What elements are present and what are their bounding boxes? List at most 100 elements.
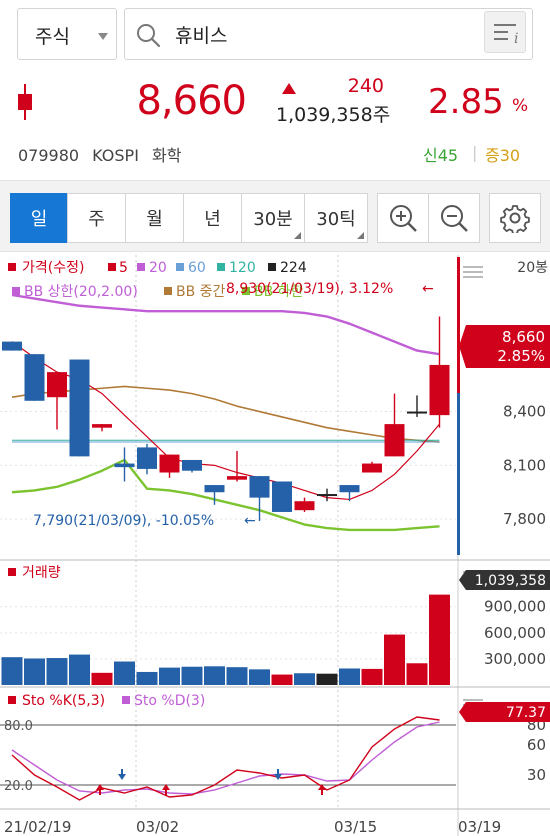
legend-bb-upper: BB 상한(20,2.00) [24,284,138,300]
legend-swatch-sto-d [122,696,130,704]
sto-guide-label: 20.0 [4,779,33,794]
volume-tag [459,570,550,590]
volume-bar [271,674,293,685]
legend-ma224: 224 [280,260,307,276]
tab-period-year[interactable]: 년 [183,193,242,243]
gear-icon [500,205,530,233]
current-price: 8,660 [136,78,247,124]
trade-volume: 1,039,358주 [276,104,391,126]
sto-axis-tick: 60 [527,736,546,754]
legend-swatch-sto-k [8,696,16,704]
volume-axis-tick: 900,000 [484,598,546,616]
zoom-in-button[interactable] [377,193,429,243]
stock-type-dropdown[interactable]: 주식 [17,8,117,60]
tab-label: 일 [30,209,48,230]
volume-bar [204,666,225,685]
price-axis-tick: 7,800 [503,510,546,528]
arrow-left-icon: ← [422,281,434,297]
volume-bar [406,663,428,685]
candle-body [92,424,112,428]
settings-button[interactable] [489,193,541,243]
volume-bar [339,668,360,685]
volume-bar [361,668,383,685]
candle-body [294,501,315,511]
legend-swatch-volume [8,568,16,576]
price-tag-value: 8,660 [502,328,545,346]
x-axis-tick: 03/15 [334,818,377,836]
volume-bar [136,671,158,685]
list-info-icon: i [494,24,518,47]
bb-upper-line [11,293,440,356]
credit-ratio: 신45 [423,146,459,165]
x-axis-tick: 03/19 [458,818,501,836]
menu-button[interactable]: i [484,11,526,53]
volume-bar [1,657,23,685]
tab-period-month[interactable]: 월 [125,193,184,243]
margin-ratio: 증30 [485,146,521,165]
volume-bar [24,658,45,685]
legend-swatch-ma20 [137,263,145,271]
tab-period-week[interactable]: 주 [67,193,126,243]
legend-swatch-bb-mid [164,287,172,295]
legend-swatch-bb-lower [242,287,250,295]
range-bar-up [457,257,460,393]
candle-body [182,459,202,471]
tab-label: 월 [146,209,163,230]
candle-body [362,463,382,473]
candle-body [47,372,67,398]
buy-signal-icon [318,784,326,790]
sto-tag-value: 77.37 [506,705,546,721]
zoom-in-icon [390,205,417,232]
candle-body [249,476,270,498]
legend-swatch-ma224 [268,263,276,271]
rate-tag-value: 2.85% [497,347,545,365]
candlestick-series [2,316,450,521]
buy-signal-icon [96,784,104,790]
legend-bb-mid: BB 중간 [176,284,226,300]
volume-bar [91,672,113,685]
candle-body [384,424,405,457]
corner-triangle-icon [294,232,301,239]
search-input[interactable]: 휴비스 [124,8,533,60]
volume-bar [294,673,315,685]
stock-type-label: 주식 [35,26,70,48]
stock-chart[interactable]: 8,4008,1007,800900,000600,000300,0008060… [0,255,550,836]
chart-overlay [96,769,326,795]
search-icon [137,24,161,48]
volume-bar [384,634,405,685]
candle-body [24,354,45,401]
volume-bar [46,658,68,685]
x-axis-tick: 03/02 [136,818,179,836]
volume-bar [316,673,338,685]
volume-tag-value: 1,039,358 [475,573,546,589]
sto-d-line [11,721,440,795]
price-axis-tick: 8,400 [503,403,546,421]
range-bar-down [457,393,460,555]
volume-bar [159,667,180,685]
tab-period-30min[interactable]: 30분 [241,193,305,243]
svg-text:i: i [514,31,518,47]
legend-swatch-ma120 [217,263,225,271]
legend-ma20: 20 [149,260,167,276]
candle-body [429,364,450,416]
chevron-down-icon [98,33,108,40]
legend-ma120: 120 [229,260,256,276]
price-change: 240 [347,75,384,97]
stock-sector: 화학 [152,146,182,165]
tab-period-day[interactable]: 일 [10,193,68,243]
zoom-out-button[interactable] [428,193,480,243]
sto-d-label: Sto %D(3) [134,693,205,709]
sto-guide-label: 80.0 [4,719,33,734]
sto-k-label: Sto %K(5,3) [22,693,105,709]
legend-swatch-ma5 [108,263,116,271]
search-query: 휴비스 [175,25,228,47]
stock-info: 079980 KOSPI 화학 [18,142,189,166]
zoom-out-icon [441,205,468,232]
legend-swatch-bb-upper [12,287,20,295]
legend-ma5: 5 [119,260,128,276]
corner-triangle-icon [357,232,364,239]
tab-period-30tick[interactable]: 30틱 [304,193,368,243]
candle-body [137,447,157,469]
stochastic-series [11,716,440,801]
current-price-tag [459,325,550,368]
